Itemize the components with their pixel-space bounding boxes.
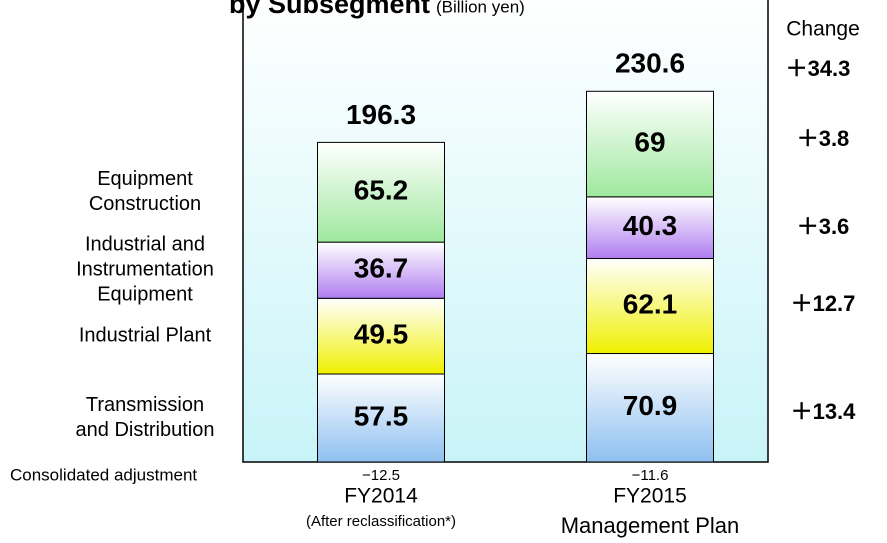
legend-label: Industrial and Instrumentation Equipment bbox=[76, 233, 214, 306]
x-tick-label: FY2015 bbox=[613, 485, 687, 508]
value-label: 49.5 bbox=[354, 319, 409, 350]
bar-segment bbox=[586, 90, 714, 198]
bar-segment bbox=[317, 141, 445, 243]
legend-label: Transmission and Distribution bbox=[75, 394, 215, 441]
category-subtitle: (After reclassification*) bbox=[306, 513, 456, 530]
adjustment-value: −11.6 bbox=[632, 467, 669, 484]
value-label: 70.9 bbox=[623, 390, 678, 421]
bar-segment bbox=[586, 258, 714, 355]
total-change-label: ＋34.3 bbox=[786, 56, 851, 81]
category-subtitle: Management Plan bbox=[561, 513, 740, 538]
legend-label: Industrial Plant bbox=[78, 324, 212, 347]
x-tick-label: FY2014 bbox=[344, 485, 418, 508]
change-label: ＋12.7 bbox=[791, 291, 856, 316]
change-label: ＋13.4 bbox=[791, 399, 857, 424]
chart-title: by Subsegment bbox=[229, 0, 430, 19]
value-label: 57.5 bbox=[354, 400, 409, 431]
adjustment-label: Consolidated adjustment bbox=[10, 465, 197, 484]
adjustment-value: −12.5 bbox=[362, 467, 400, 484]
bar-segment bbox=[317, 373, 445, 463]
change-label: ＋3.6 bbox=[797, 214, 850, 239]
value-label: 36.7 bbox=[354, 253, 409, 284]
value-label: 65.2 bbox=[354, 175, 409, 206]
change-label: ＋3.8 bbox=[797, 126, 850, 151]
value-label: 40.3 bbox=[623, 210, 678, 241]
value-label: 69 bbox=[634, 126, 665, 157]
unit: (Billion yen) bbox=[436, 0, 525, 16]
bar-segment bbox=[317, 241, 445, 299]
total-label: 196.3 bbox=[346, 99, 416, 130]
bar-segment bbox=[586, 196, 714, 260]
legend-label: Equipment Construction bbox=[88, 168, 202, 216]
change-title: Change bbox=[786, 18, 860, 41]
bar-segment bbox=[586, 353, 714, 463]
total-label: 230.6 bbox=[615, 48, 685, 79]
value-label: 62.1 bbox=[623, 288, 678, 319]
